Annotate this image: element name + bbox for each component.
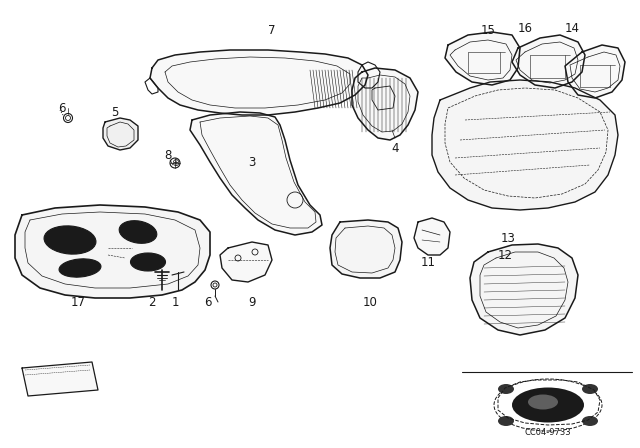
Polygon shape [22,362,98,396]
Ellipse shape [582,384,598,394]
Polygon shape [445,32,520,85]
Polygon shape [220,242,272,282]
Polygon shape [330,220,402,278]
Text: 2: 2 [148,296,156,309]
Ellipse shape [582,416,598,426]
Text: ⊕: ⊕ [171,158,179,168]
Text: 15: 15 [481,23,495,36]
Text: 6: 6 [58,102,66,115]
Polygon shape [150,50,368,115]
Ellipse shape [512,388,584,422]
Polygon shape [470,244,578,335]
Text: 5: 5 [111,105,118,119]
Text: 14: 14 [564,22,579,34]
Polygon shape [414,218,450,255]
Ellipse shape [498,384,514,394]
Ellipse shape [131,253,166,271]
Polygon shape [15,205,210,298]
Text: 4: 4 [391,142,399,155]
Text: 16: 16 [518,22,532,34]
Polygon shape [352,68,418,140]
Text: 12: 12 [497,249,513,262]
Text: 7: 7 [268,23,276,36]
Text: 9: 9 [248,296,256,309]
Text: 11: 11 [420,255,435,268]
Text: 1: 1 [172,296,179,309]
Ellipse shape [59,259,101,277]
Text: CC04-9733: CC04-9733 [525,427,572,436]
Polygon shape [190,112,322,235]
Text: 8: 8 [164,148,172,161]
Ellipse shape [498,416,514,426]
Text: 6: 6 [204,296,212,309]
Ellipse shape [528,395,558,409]
Text: 10: 10 [363,296,378,309]
Polygon shape [103,118,138,150]
Ellipse shape [44,226,96,254]
Polygon shape [512,35,585,88]
Text: 13: 13 [500,232,515,245]
Text: 17: 17 [70,296,86,309]
Text: 3: 3 [248,155,256,168]
Ellipse shape [119,221,157,243]
Polygon shape [432,80,618,210]
Polygon shape [565,45,625,98]
